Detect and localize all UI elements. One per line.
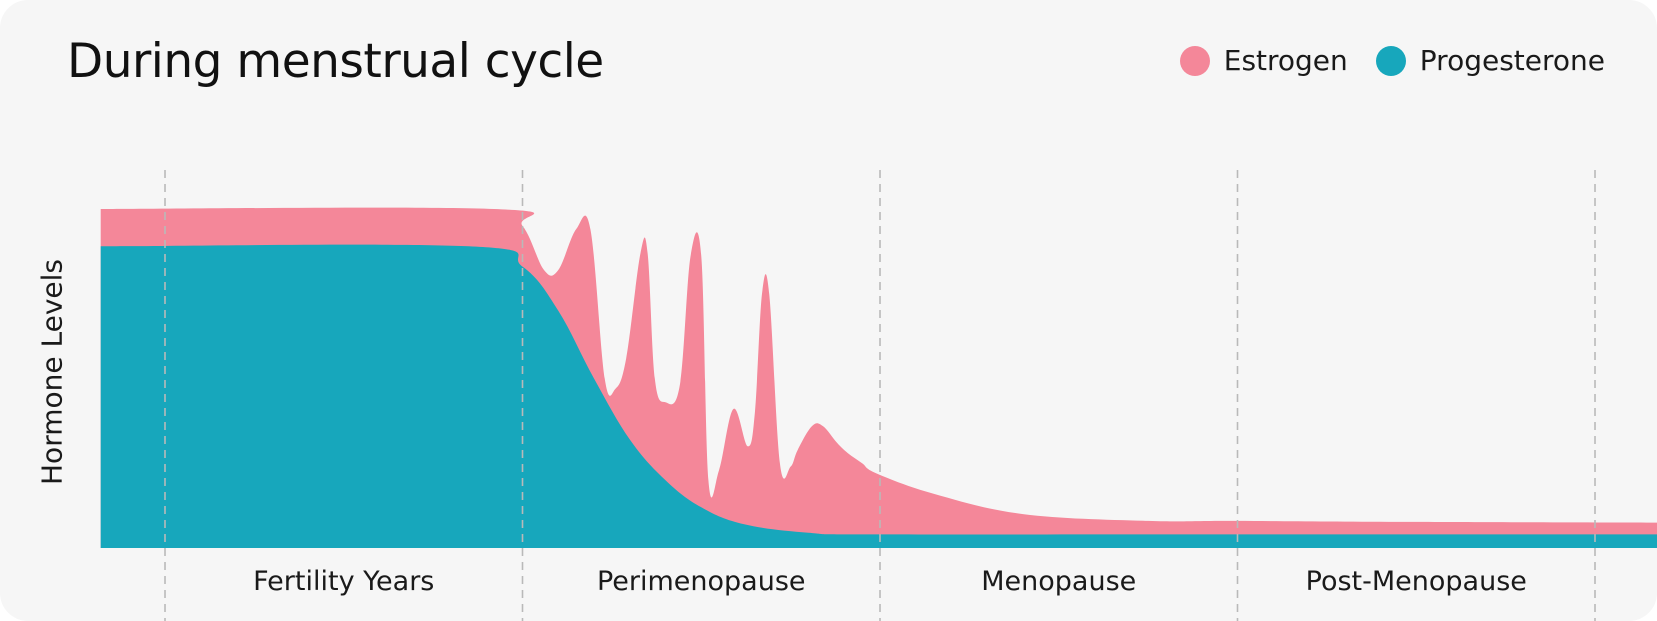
phase-label-post-menopause: Post-Menopause: [1305, 566, 1527, 597]
legend-item-progesterone: Progesterone: [1375, 44, 1605, 77]
legend-item-estrogen: Estrogen: [1179, 44, 1348, 77]
estrogen-swatch: [1179, 45, 1210, 76]
phase-boundaries: [164, 170, 1596, 621]
phase-label-fertility-years: Fertility Years: [253, 566, 435, 597]
legend-label-estrogen: Estrogen: [1223, 44, 1348, 77]
y-axis-label: Hormone Levels: [35, 259, 69, 485]
progesterone-swatch: [1375, 45, 1406, 76]
chart-title: During menstrual cycle: [67, 34, 604, 89]
phase-label-perimenopause: Perimenopause: [596, 566, 806, 597]
progesterone-area: [100, 244, 1657, 548]
legend-label-progesterone: Progesterone: [1419, 44, 1605, 77]
phase-label-menopause: Menopause: [981, 566, 1137, 597]
legend: Estrogen Progesterone: [1152, 44, 1605, 77]
